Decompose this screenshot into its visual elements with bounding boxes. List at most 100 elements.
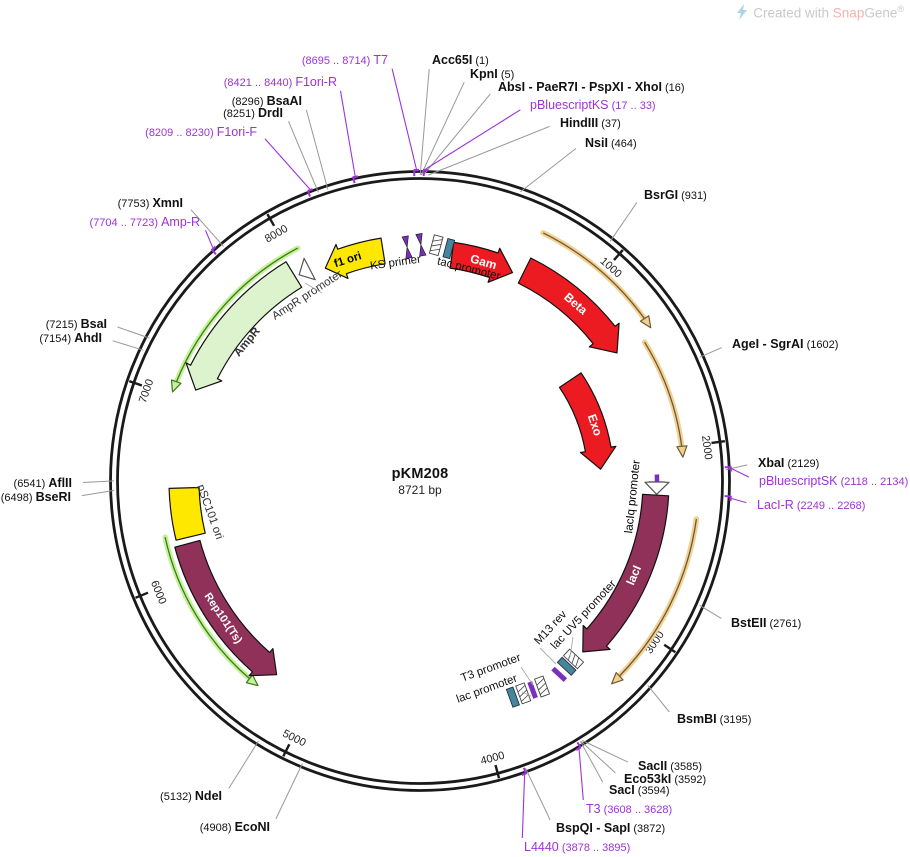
primer-leader-f1orif bbox=[264, 138, 311, 190]
site-label-t7: (8695 .. 8714) T7 bbox=[302, 53, 388, 67]
feature-ampr bbox=[185, 261, 303, 391]
feature-gam bbox=[449, 241, 514, 283]
site-leader-absi bbox=[423, 93, 491, 176]
site-label-f1orif: (8209 .. 8230) F1ori-F bbox=[145, 125, 257, 139]
orf_rep-arc-core bbox=[164, 536, 251, 680]
tick-3000 bbox=[663, 643, 677, 654]
site-label-nsii: NsiI (464) bbox=[585, 136, 637, 150]
site-label-bseri: (6498) BseRI bbox=[1, 490, 71, 504]
promoter-hatch-icon bbox=[533, 675, 551, 698]
site-label-bsteii: BstEII (2761) bbox=[731, 616, 801, 630]
site-label-kpni: KpnI (5) bbox=[470, 67, 514, 81]
tick-1000 bbox=[613, 249, 624, 261]
orf_beta-arc-core bbox=[542, 232, 646, 320]
site-label-xbai: XbaI (2129) bbox=[758, 456, 819, 470]
site-label-bsmbi: BsmBI (3195) bbox=[677, 712, 751, 726]
tick-5000 bbox=[282, 743, 291, 757]
site-leader-ahdi bbox=[112, 340, 144, 351]
primer-marker-end-l4440 bbox=[522, 767, 527, 774]
site-leader-bsmbi bbox=[647, 684, 670, 713]
site-label-ahdi: (7154) AhdI bbox=[39, 331, 102, 345]
site-label-lacir: LacI-R (2249 .. 2268) bbox=[757, 498, 865, 512]
promoter-teal-icon bbox=[556, 656, 577, 676]
small-label-leader-1 bbox=[569, 636, 574, 658]
primer-leader-t7 bbox=[391, 68, 417, 170]
site-leader-saci bbox=[580, 741, 604, 783]
plasmid-backbone-inner-ring bbox=[116, 177, 724, 785]
primer-leader-pbsk bbox=[731, 468, 750, 478]
tick-label-2000: 2000 bbox=[699, 435, 714, 461]
primer-marker-end-f1orir bbox=[352, 176, 356, 184]
tick-label-8000: 8000 bbox=[263, 223, 290, 246]
site-label-absi: AbsI - PaeR7I - PspXI - XhoI (16) bbox=[498, 80, 685, 94]
site-label-eco53ki: Eco53kI (3592) bbox=[624, 772, 706, 786]
primer-leader-ampr_r bbox=[204, 230, 214, 248]
orf_rep-arrowhead bbox=[245, 674, 259, 687]
watermark-brand-snap: Snap bbox=[832, 5, 865, 21]
site-leader-bsaai bbox=[305, 109, 329, 190]
orf_laci-arrowhead bbox=[611, 672, 624, 685]
promoter-hatch-icon bbox=[428, 234, 444, 257]
site-leader-hindiii bbox=[428, 125, 550, 176]
site-leader-ndei bbox=[228, 740, 259, 789]
site-label-acc65i: Acc65I (1) bbox=[432, 53, 489, 67]
site-label-pbks: pBluescriptKS (17 .. 33) bbox=[530, 98, 656, 112]
watermark-registered: ® bbox=[897, 3, 904, 14]
feature-laciq_prom bbox=[644, 481, 670, 495]
site-label-bsai: (7215) BsaI bbox=[46, 317, 107, 331]
primer-leader-t3p bbox=[578, 749, 584, 801]
site-label-f1orir: (8421 .. 8440) F1ori-R bbox=[224, 75, 337, 89]
tick-label-7000: 7000 bbox=[137, 378, 156, 405]
primer-bar-icon bbox=[551, 666, 568, 682]
lacuv5-m13-glyphs bbox=[551, 648, 585, 682]
site-leader-xbai bbox=[725, 464, 748, 471]
site-leader-bseri bbox=[81, 489, 115, 497]
site-label-sacii: SacII (3585) bbox=[638, 759, 702, 773]
orf_exo-arc bbox=[641, 339, 685, 451]
tick-6000 bbox=[135, 591, 149, 599]
small-label-leader-2 bbox=[520, 666, 534, 686]
primer-marker-end-t3p bbox=[576, 741, 582, 748]
orf_exo-arc-core bbox=[644, 341, 683, 448]
site-label-hindiii: HindIII (37) bbox=[560, 116, 621, 130]
orf_ampr-arrowhead bbox=[170, 379, 182, 393]
tick-4000 bbox=[494, 764, 501, 779]
orf_ampr-arc-core bbox=[175, 247, 299, 383]
promoter-hatch-icon bbox=[562, 648, 585, 670]
site-leader-nsii bbox=[520, 148, 577, 193]
primer-leader-pbks bbox=[425, 109, 521, 170]
site-leader-econi bbox=[275, 763, 303, 820]
site-label-econi: (4908) EcoNI bbox=[200, 820, 270, 834]
feature-laci bbox=[582, 493, 670, 653]
snapgene-watermark: Created with SnapGene® bbox=[734, 3, 904, 21]
site-leader-bsai bbox=[117, 326, 150, 339]
site-leader-bsteii bbox=[699, 604, 722, 619]
primer-bowtie-icon bbox=[401, 235, 413, 260]
site-leader-drdi bbox=[288, 121, 319, 193]
site-label-aflii: (6541) AflII bbox=[14, 476, 72, 490]
feature-rep101 bbox=[174, 539, 278, 677]
feature-beta bbox=[517, 257, 620, 354]
site-leader-xmni bbox=[190, 209, 224, 247]
snapgene-logo-icon bbox=[737, 4, 748, 20]
primer-leader-l4440 bbox=[521, 774, 526, 839]
site-label-t3p: T3 (3608 .. 3628) bbox=[586, 802, 672, 816]
site-leader-bsrgi bbox=[609, 202, 638, 242]
tick-label-5000: 5000 bbox=[281, 728, 308, 750]
orf_beta-arrowhead bbox=[639, 315, 652, 329]
site-label-bsaai: (8296) BsaAI bbox=[232, 94, 302, 108]
site-leader-sacii bbox=[581, 740, 629, 763]
feature-psc101 bbox=[168, 486, 206, 541]
primer-leader-f1orir bbox=[339, 90, 356, 176]
site-label-drdi: (8251) DrdI bbox=[223, 106, 283, 120]
tac-promoter-glyphs bbox=[428, 234, 456, 260]
watermark-text: Created with SnapGene® bbox=[753, 3, 904, 21]
site-label-l4440: L4440 (3878 .. 3895) bbox=[524, 840, 630, 854]
site-leader-eco53ki bbox=[580, 740, 616, 774]
site-label-bspqi: BspQI - SapI (3872) bbox=[556, 821, 665, 835]
site-label-saci: SacI (3594) bbox=[609, 783, 670, 797]
small-label-leader-0 bbox=[539, 647, 557, 665]
orf_laci-arc-core bbox=[618, 518, 698, 678]
